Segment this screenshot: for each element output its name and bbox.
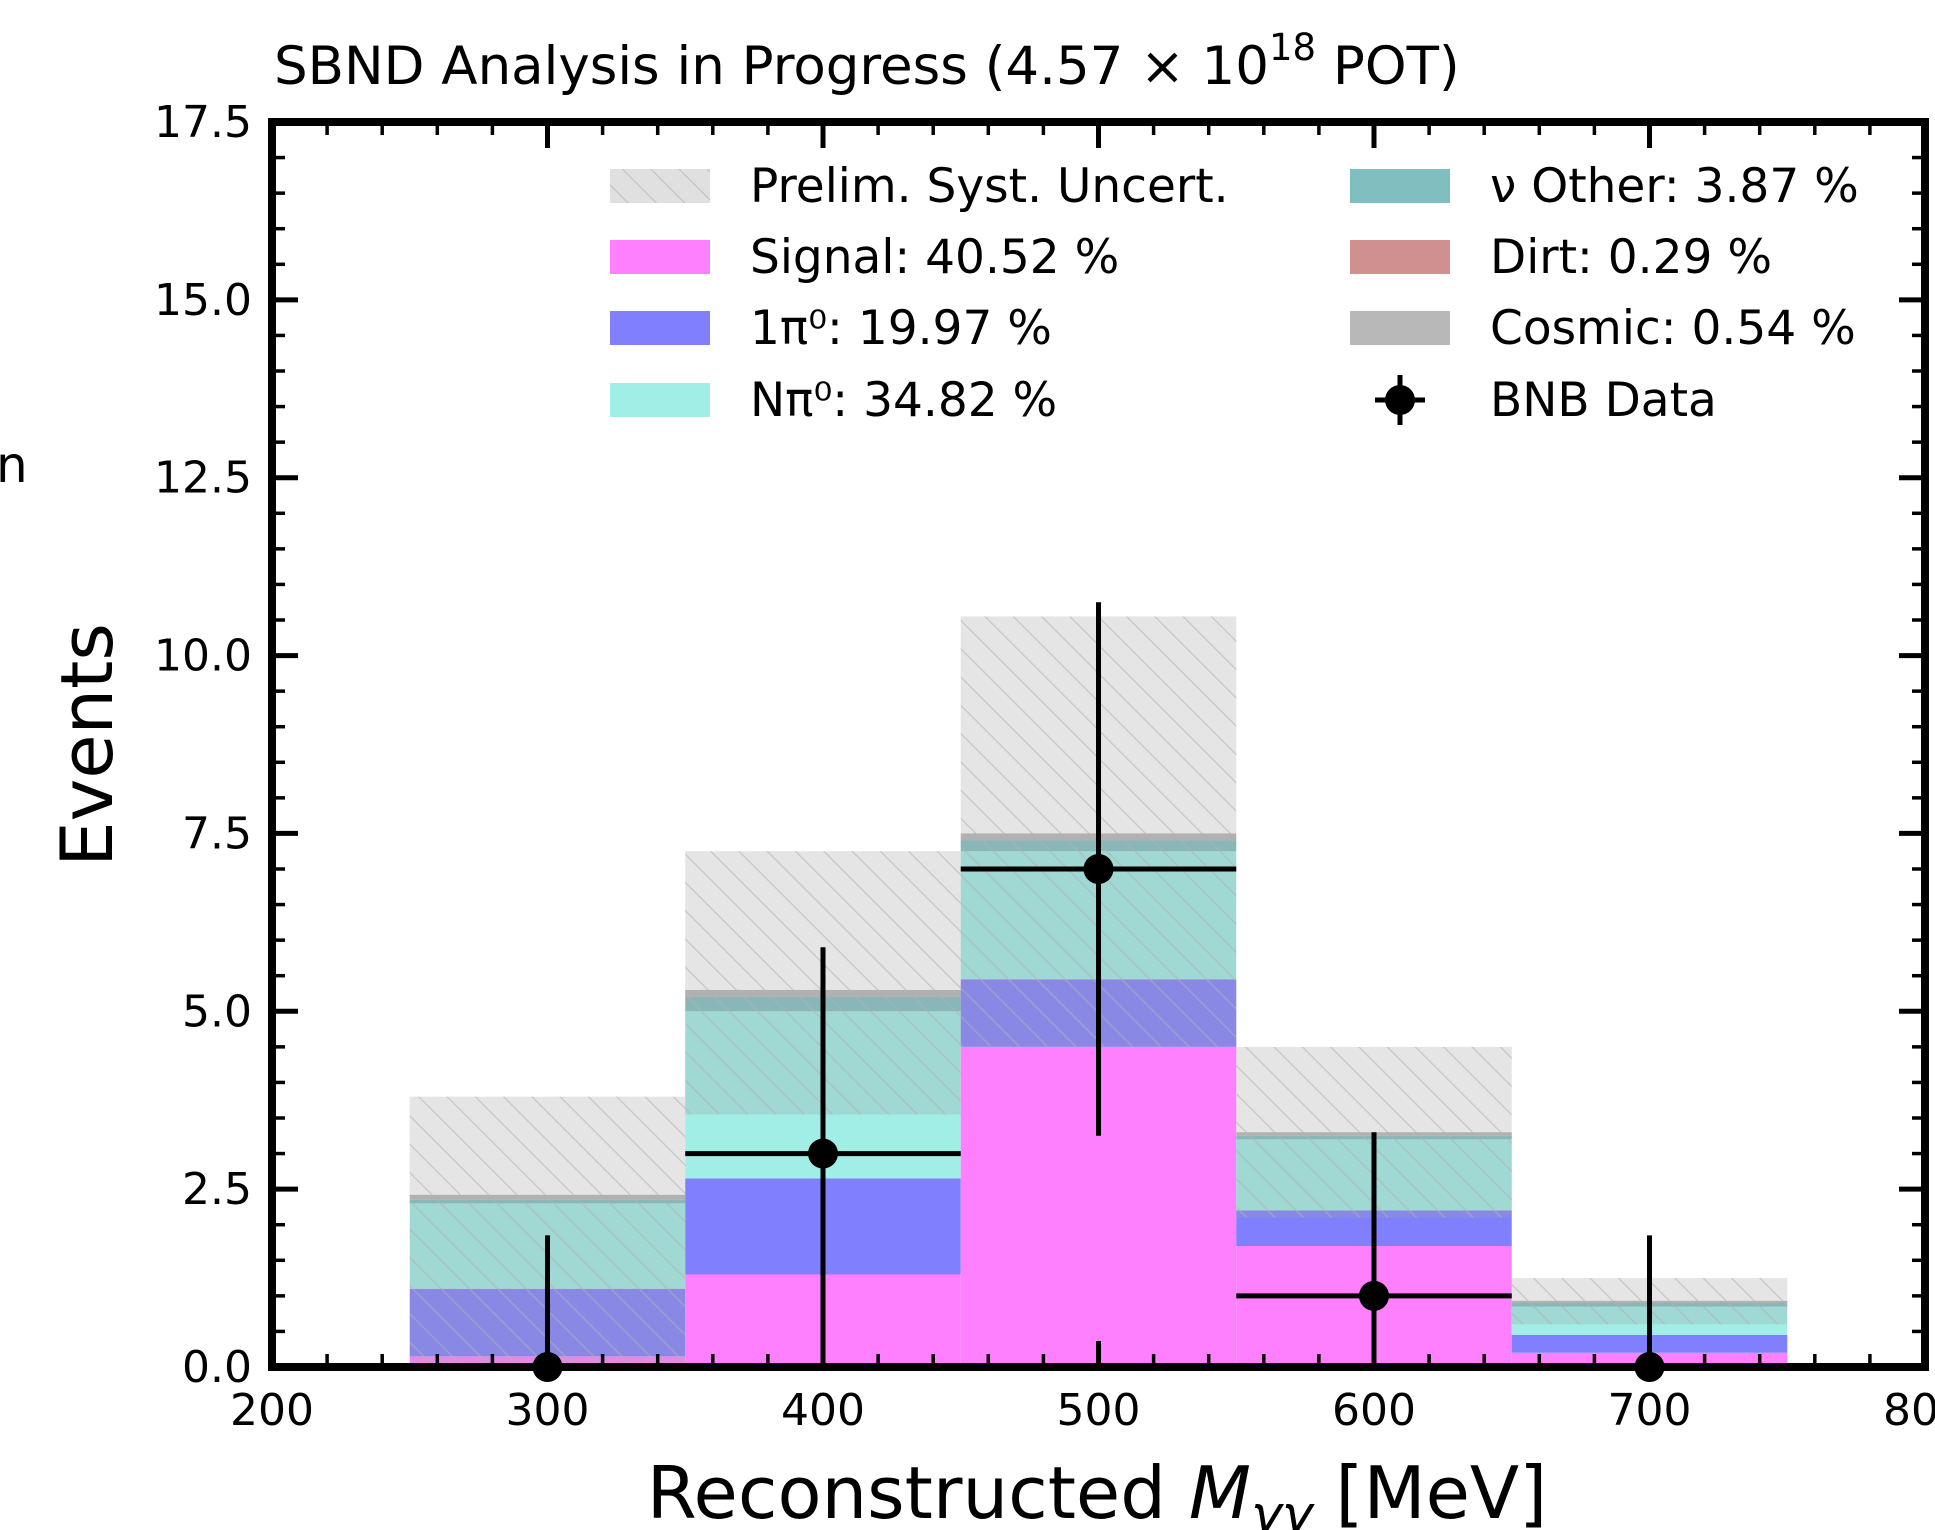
x-axis-label: Reconstructed Mγγ [MeV]	[647, 1451, 1547, 1530]
legend-label-2: 1π⁰: 19.97 %	[750, 301, 1052, 356]
y-axis-label: Events	[45, 623, 129, 867]
legend-swatch-2	[610, 311, 710, 345]
x-tick-label: 700	[1608, 1385, 1692, 1436]
legend-label-6: Cosmic: 0.54 %	[1490, 301, 1856, 356]
legend-swatch-3	[610, 383, 710, 417]
x-tick-label: 500	[1057, 1385, 1141, 1436]
plot-frame	[268, 118, 1929, 1371]
y-tick-label: 7.5	[182, 808, 252, 859]
x-tick-label: 200	[230, 1385, 314, 1436]
data-point-1	[808, 1138, 838, 1169]
plot-area: 200 300 400 500 600 700 800 0.0 2.5 5.0 7.5 10.0 12.…	[154, 97, 1935, 1436]
legend-hatch-0	[610, 169, 710, 203]
legend-swatch-6	[1350, 311, 1450, 345]
y-tick-label: 2.5	[182, 1164, 252, 1215]
x-tick-label: 300	[506, 1385, 590, 1436]
y-tick-label: 0.0	[182, 1342, 252, 1393]
legend-swatch-5	[1350, 240, 1450, 274]
legend-label-4: ν Other: 3.87 %	[1490, 159, 1859, 214]
legend-swatch-1	[610, 240, 710, 274]
legend-label-1: Signal: 40.52 %	[750, 230, 1119, 285]
y-tick-label: 5.0	[182, 986, 252, 1037]
x-tick-label: 400	[781, 1385, 865, 1436]
y-tick-label: 15.0	[154, 275, 252, 326]
truncated-text: n	[0, 436, 28, 494]
legend-marker-7	[1385, 385, 1415, 415]
legend-label-0: Prelim. Syst. Uncert.	[750, 159, 1229, 214]
x-tick-label: 800	[1883, 1385, 1935, 1436]
legend: Prelim. Syst. Uncert. Signal: 40.52 % 1π⁰:…	[610, 159, 1859, 428]
y-tick-label: 10.0	[154, 631, 252, 682]
legend-label-5: Dirt: 0.29 %	[1490, 230, 1772, 285]
data-point-2	[1083, 854, 1114, 884]
legend-label-7: BNB Data	[1490, 373, 1717, 428]
legend-label-3: Nπ⁰: 34.82 %	[750, 373, 1057, 428]
chart-title: SBND Analysis in Progress (4.57 × 1018 P…	[274, 26, 1460, 97]
legend-swatch-4	[1350, 169, 1450, 203]
x-tick-label: 600	[1332, 1385, 1416, 1436]
data-point-3	[1359, 1280, 1389, 1311]
y-tick-label: 17.5	[154, 97, 252, 148]
y-tick-label: 12.5	[154, 453, 252, 504]
